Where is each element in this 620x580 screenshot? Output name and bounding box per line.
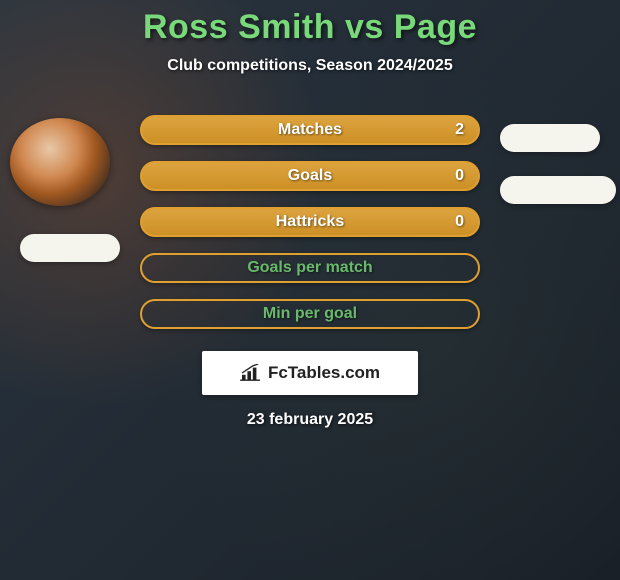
stat-bar-goals: Goals 0: [140, 161, 480, 191]
page-title: Ross Smith vs Page: [0, 8, 620, 47]
logo-text: FcTables.com: [268, 363, 380, 383]
stat-label: Matches: [278, 121, 342, 139]
chart-icon: [240, 364, 262, 382]
infographic-container: Ross Smith vs Page Club competitions, Se…: [0, 0, 620, 580]
logo-box: FcTables.com: [202, 351, 418, 395]
stat-bar-min-per-goal: Min per goal: [140, 299, 480, 329]
date-text: 23 february 2025: [0, 411, 620, 429]
stat-value: 2: [455, 121, 464, 139]
stat-bar-goals-per-match: Goals per match: [140, 253, 480, 283]
stat-value: 0: [455, 167, 464, 185]
player-left-name-pill: [20, 234, 120, 262]
stat-bar-matches: Matches 2: [140, 115, 480, 145]
player-left-avatar: [10, 118, 110, 206]
stat-label: Goals: [288, 167, 332, 185]
stat-value: 0: [455, 213, 464, 231]
player-right-name-pill-1: [500, 124, 600, 152]
stat-label: Hattricks: [276, 213, 344, 231]
stat-label: Min per goal: [263, 305, 357, 323]
stat-label: Goals per match: [247, 259, 372, 277]
stats-list: Matches 2 Goals 0 Hattricks 0 Goals per …: [140, 115, 480, 329]
player-right-name-pill-2: [500, 176, 616, 204]
page-subtitle: Club competitions, Season 2024/2025: [0, 57, 620, 75]
stat-bar-hattricks: Hattricks 0: [140, 207, 480, 237]
